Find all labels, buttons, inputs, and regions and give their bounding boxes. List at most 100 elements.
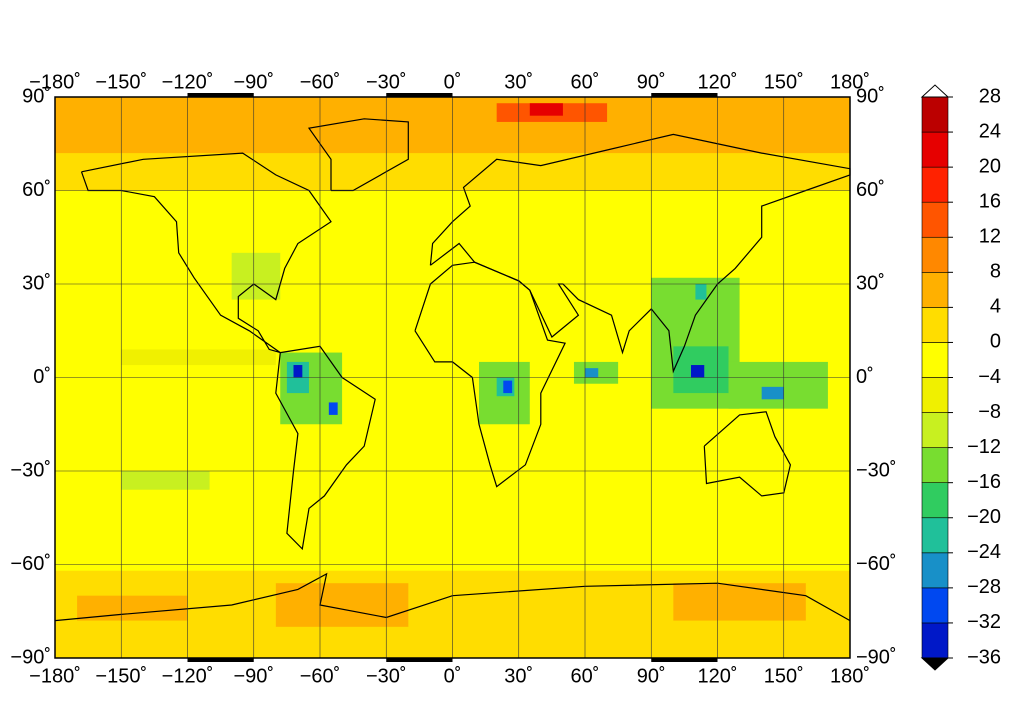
x-tick-label-top: 0˚ — [444, 71, 462, 93]
frame-bar — [187, 93, 254, 97]
colorbar-tick-label: −32 — [967, 611, 1001, 633]
frame-bar — [651, 93, 718, 97]
x-tick-label-bottom: −150˚ — [95, 665, 147, 687]
colorbar-segment — [921, 272, 949, 308]
colorbar-segment — [921, 552, 949, 589]
x-tick-label-top: −150˚ — [95, 71, 147, 93]
coastline — [429, 133, 851, 374]
x-tick-label-top: 90˚ — [637, 71, 666, 93]
colorbar-tick-label: 20 — [979, 155, 1001, 177]
colorbar-tick-label: 24 — [979, 120, 1001, 142]
x-tick-label-top: −60˚ — [300, 71, 341, 93]
coastline — [80, 152, 332, 354]
y-tick-label-left: 60˚ — [22, 179, 51, 201]
y-tick-label-left: 30˚ — [22, 272, 51, 294]
y-tick-label-left: 0˚ — [33, 366, 51, 388]
field-region — [728, 361, 828, 409]
x-tick-label-bottom: 30˚ — [504, 665, 533, 687]
colorbar-tick-label: −20 — [967, 506, 1001, 528]
coastline — [703, 411, 792, 497]
colorbar-tick-label: −4 — [978, 366, 1001, 388]
colorbar-tick-label: 12 — [979, 226, 1001, 248]
x-tick-label-top: 150˚ — [764, 71, 804, 93]
x-tick-label-bottom: 180˚ — [830, 665, 870, 687]
colorbar-segment — [921, 307, 949, 343]
colorbar-tick-label: −36 — [967, 646, 1001, 668]
y-tick-label-right: 30˚ — [856, 272, 885, 294]
frame-bar — [651, 658, 718, 662]
colorbar-segment — [921, 342, 949, 378]
y-tick-label-left: 90˚ — [22, 85, 51, 107]
colorbar: 28 24 20 16 12 8 4 0 −4 −8 −12 −16 −20 −24 −28 −32 −36 — [920, 84, 1001, 671]
field-region — [691, 365, 705, 378]
colorbar-segment — [921, 447, 949, 483]
y-tick-label-right: −60˚ — [856, 553, 897, 575]
field-region — [695, 284, 707, 300]
colorbar-tick-label: −16 — [967, 471, 1001, 493]
colorbar-over — [920, 84, 950, 98]
x-tick-label-bottom: −30˚ — [366, 665, 407, 687]
axes: −180˚ −180˚ −150˚ −150˚ −120˚ −120˚ −90˚ −90˚ −6… — [10, 71, 896, 687]
field-region — [293, 365, 303, 378]
frame-bar — [386, 93, 453, 97]
x-tick-label-bottom: 150˚ — [764, 665, 804, 687]
colorbar-tick-label: 28 — [979, 85, 1001, 107]
colorbar-tick-label: −8 — [978, 401, 1001, 423]
field-region — [529, 103, 563, 116]
colorbar-segment — [921, 412, 949, 448]
colorbar-under — [920, 657, 950, 671]
colorbar-tick-label: −24 — [967, 541, 1001, 563]
coastline — [414, 261, 566, 488]
y-tick-label-right: 0˚ — [856, 366, 874, 388]
colorbar-tick-label: −28 — [967, 576, 1001, 598]
field-region — [121, 349, 276, 366]
x-tick-label-bottom: −180˚ — [29, 665, 81, 687]
colorbar-segment — [921, 622, 949, 659]
x-tick-label-bottom: 0˚ — [444, 665, 462, 687]
field-region — [328, 402, 338, 415]
field-region — [673, 583, 806, 621]
x-tick-label-top: 60˚ — [571, 71, 600, 93]
x-tick-label-bottom: −90˚ — [233, 665, 274, 687]
colorbar-tick-label: −12 — [967, 436, 1001, 458]
colorbar-segment — [921, 517, 949, 554]
field-region — [121, 471, 210, 490]
x-tick-label-bottom: 90˚ — [637, 665, 666, 687]
x-tick-label-top: −180˚ — [29, 71, 81, 93]
x-tick-label-top: −30˚ — [366, 71, 407, 93]
field-region — [761, 386, 784, 400]
y-tick-label-right: 60˚ — [856, 179, 885, 201]
colorbar-segment — [921, 96, 949, 133]
x-tick-label-top: 30˚ — [504, 71, 533, 93]
x-tick-label-bottom: 120˚ — [697, 665, 737, 687]
y-tick-label-left: −60˚ — [10, 553, 51, 575]
colorbar-tick-label: 8 — [990, 261, 1001, 283]
x-tick-label-bottom: −60˚ — [300, 665, 341, 687]
field-region — [231, 252, 281, 300]
frame-bar — [386, 658, 453, 662]
coastline — [275, 345, 376, 551]
y-tick-label-right: −90˚ — [856, 646, 897, 668]
colorbar-segment — [921, 482, 949, 519]
colorbar-tick-label: 4 — [990, 296, 1001, 318]
x-tick-label-top: −120˚ — [162, 71, 214, 93]
y-tick-label-left: −90˚ — [10, 646, 51, 668]
colorbar-segment — [921, 377, 949, 413]
colorbar-segment — [921, 131, 949, 168]
frame-bar — [187, 658, 254, 662]
x-tick-label-bottom: −120˚ — [162, 665, 214, 687]
x-tick-label-top: 120˚ — [697, 71, 737, 93]
colorbar-segment — [921, 587, 949, 624]
x-tick-label-bottom: 60˚ — [571, 665, 600, 687]
colorbar-segment — [921, 201, 949, 238]
grid — [54, 96, 851, 659]
colorbar-segment — [921, 236, 949, 273]
coastlines — [54, 118, 851, 622]
x-tick-label-top: −90˚ — [233, 71, 274, 93]
x-tick-label-top: 180˚ — [830, 71, 870, 93]
colorbar-segment — [921, 166, 949, 203]
coastline — [54, 572, 851, 622]
y-tick-label-right: −30˚ — [856, 459, 897, 481]
colorbar-tick-label: 16 — [979, 190, 1001, 212]
